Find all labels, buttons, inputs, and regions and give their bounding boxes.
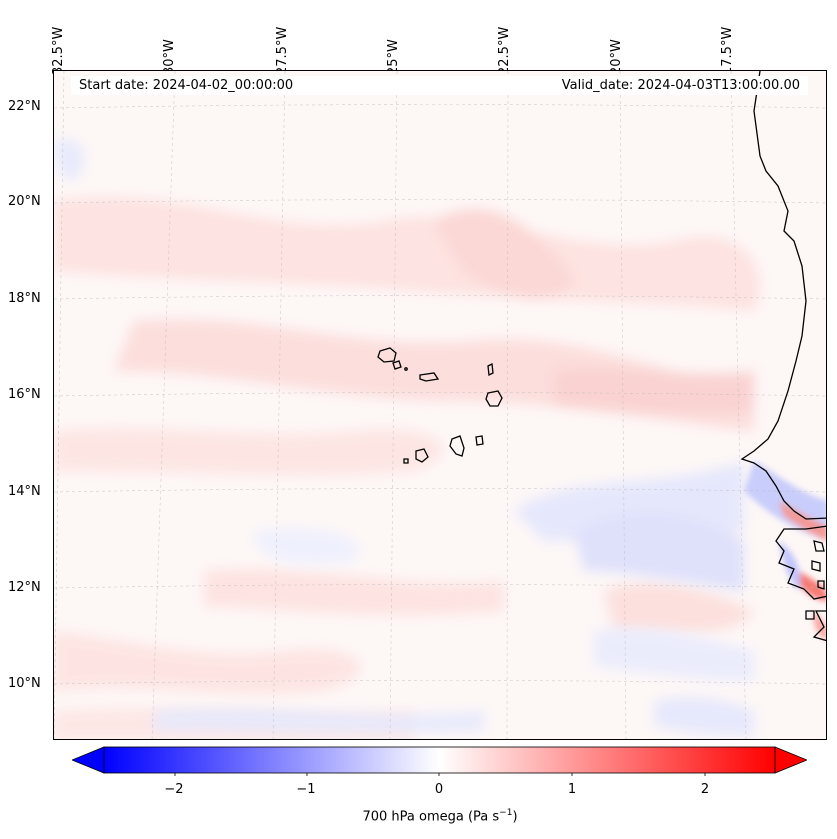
graticule	[54, 71, 826, 739]
colorbar-min-extension	[72, 746, 105, 774]
lat-label-22n: 22°N	[8, 99, 41, 114]
lat-label-16n: 16°N	[8, 387, 41, 402]
lat-label-10n: 10°N	[8, 676, 41, 691]
cb-tick-label: 1	[567, 782, 577, 797]
colorbar-label: 700 hPa omega (Pa s−1)	[0, 808, 837, 824]
lon-label-22-5w: 22.5°W	[497, 26, 512, 75]
map-header-strip	[71, 76, 808, 95]
cb-tick-label: 0	[434, 782, 444, 797]
colorbar-max-extension	[774, 746, 807, 774]
lon-label-27-5w: 27.5°W	[275, 26, 290, 75]
cb-tick-label: −1	[296, 782, 316, 797]
lat-label-18n: 18°N	[8, 291, 41, 306]
lon-label-32-5w: 32.5°W	[51, 26, 66, 75]
colorbar-label-exponent: −1	[499, 808, 513, 818]
africa-coastline	[740, 71, 826, 642]
colorbar-label-text: 700 hPa omega (Pa s	[362, 809, 500, 825]
negative-omega-regions	[54, 139, 754, 736]
start-date-label: Start date: 2024-04-02_00:00:00	[79, 78, 294, 93]
lat-label-14n: 14°N	[8, 484, 41, 499]
colorbar-label-close: )	[512, 809, 518, 825]
colorbar	[72, 746, 807, 776]
lat-label-20n: 20°N	[8, 194, 41, 209]
lat-label-12n: 12°N	[8, 580, 41, 595]
cb-tick-label: −2	[164, 782, 184, 797]
cb-tick-label: 2	[700, 782, 710, 797]
colorbar-gradient	[103, 746, 776, 774]
map-panel[interactable]	[53, 70, 827, 740]
lon-label-17-5w: 17.5°W	[720, 26, 735, 75]
omega-field-map	[54, 71, 826, 739]
cape-verde-islands	[377, 347, 825, 620]
colorbar-tick-marks	[174, 773, 706, 776]
coastal-strong-omega	[744, 461, 826, 640]
valid-date-label: Valid_date: 2024-04-03T13:00:00.00	[561, 78, 800, 93]
